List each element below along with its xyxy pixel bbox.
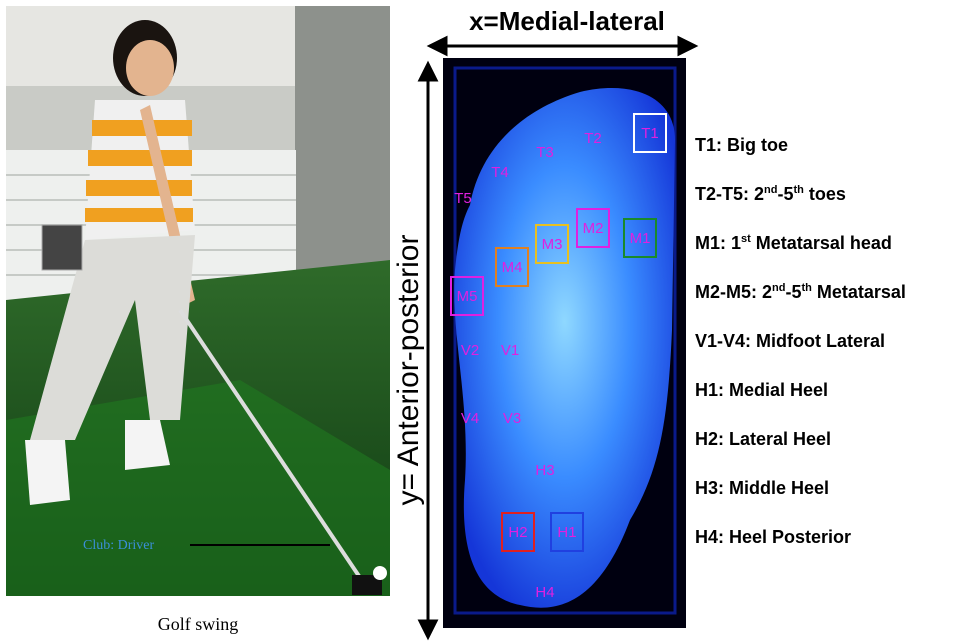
region-label: M3 [542, 236, 563, 253]
legend-text: -5 [777, 184, 793, 204]
region-label: H1 [557, 524, 576, 541]
region-label: T5 [454, 190, 472, 207]
legend-sup: nd [772, 282, 785, 294]
legend-text: toes [804, 184, 846, 204]
region-label: T4 [491, 164, 509, 181]
legend-entry: H3: Middle Heel [695, 478, 829, 498]
legend-text: H3: Middle Heel [695, 478, 829, 498]
region-label: H2 [508, 524, 527, 541]
region-label: H3 [535, 462, 554, 479]
region-label: V4 [461, 410, 479, 427]
legend-entry: H2: Lateral Heel [695, 429, 831, 449]
legend-text: H1: Medial Heel [695, 380, 828, 400]
legend-sup: th [793, 184, 804, 196]
legend-sup: nd [764, 184, 777, 196]
legend-sup: st [741, 233, 751, 245]
pressure-map [443, 58, 686, 628]
legend-entry: V1-V4: Midfoot Lateral [695, 331, 885, 351]
region-label: V2 [461, 342, 479, 359]
x-axis-arrow [430, 38, 695, 54]
region-label: M1 [630, 230, 651, 247]
legend-entry: T1: Big toe [695, 135, 788, 155]
legend-text: H4: Heel Posterior [695, 527, 851, 547]
region-label: M4 [502, 259, 523, 276]
legend-entry: T2-T5: 2nd-5th toes [695, 184, 846, 204]
legend-text: T2-T5: 2 [695, 184, 764, 204]
y-axis-label: y= Anterior-posterior [392, 235, 425, 506]
region-label: V3 [503, 410, 521, 427]
region-label: H4 [535, 584, 554, 601]
legend-text: T1: Big toe [695, 135, 788, 155]
region-label: T1 [641, 125, 659, 142]
legend-text: M2-M5: 2 [695, 282, 772, 302]
legend-entry: M1: 1st Metatarsal head [695, 233, 892, 253]
legend-text: M1: 1 [695, 233, 741, 253]
legend-text: H2: Lateral Heel [695, 429, 831, 449]
region-label: M2 [583, 220, 604, 237]
region-label: V1 [501, 342, 519, 359]
region-label: T2 [584, 130, 602, 147]
club-annotation: Club: Driver [83, 538, 154, 553]
legend-text: -5 [785, 282, 801, 302]
legend-text: Metatarsal head [751, 233, 892, 253]
region-label: M5 [457, 288, 478, 305]
legend-entry: H4: Heel Posterior [695, 527, 851, 547]
region-label: T3 [536, 144, 554, 161]
x-axis-label: x=Medial-lateral [469, 6, 665, 36]
legend-text: V1-V4: Midfoot Lateral [695, 331, 885, 351]
photo-caption: Golf swing [158, 614, 239, 634]
legend-text: Metatarsal [812, 282, 906, 302]
figure: Club: Driver Golf swing T1 T2 T3 T4 T5 M1 M2 M3… [0, 0, 978, 641]
legend-sup: th [801, 282, 812, 294]
legend-entry: M2-M5: 2nd-5th Metatarsal [695, 282, 906, 302]
photo: Club: Driver [6, 6, 390, 596]
legend-entry: H1: Medial Heel [695, 380, 828, 400]
